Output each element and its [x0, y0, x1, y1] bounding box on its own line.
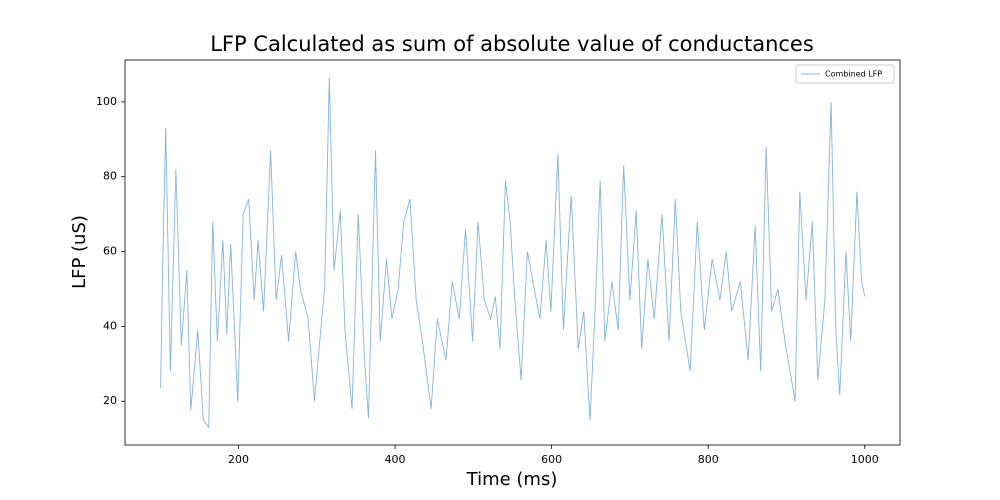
- x-tick-label: 600: [541, 453, 562, 466]
- legend-box: [795, 64, 895, 84]
- y-axis-label: LFP (uS): [69, 215, 90, 289]
- data-line: [160, 77, 866, 429]
- y-tick-label: 60: [103, 245, 117, 258]
- x-axis-label: Time (ms): [466, 469, 558, 490]
- x-tick-label: 800: [698, 453, 719, 466]
- chart-title: LFP Calculated as sum of absolute value …: [210, 32, 814, 56]
- y-tick-label: 80: [103, 170, 117, 183]
- y-tick-label: 20: [103, 394, 117, 407]
- y-tick-label: 40: [103, 319, 117, 332]
- x-tick-label: 1000: [851, 453, 879, 466]
- plot-frame: [124, 59, 901, 446]
- legend-label: Combined LFP: [825, 70, 882, 79]
- y-tick-label: 100: [96, 95, 117, 108]
- x-tick-label: 400: [385, 453, 406, 466]
- x-tick-label: 200: [228, 453, 249, 466]
